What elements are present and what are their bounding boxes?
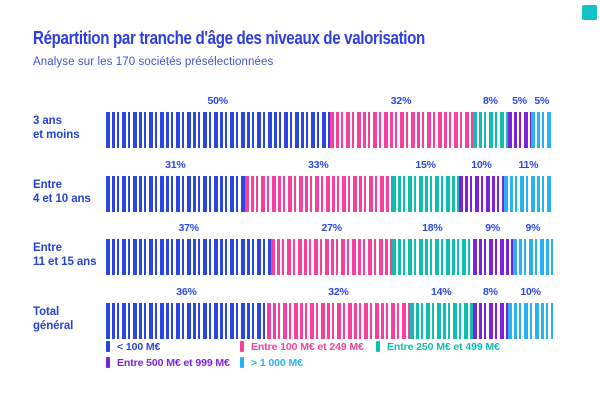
legend-label: > 1 000 M€ xyxy=(251,356,303,369)
segment-value-label: 32% xyxy=(390,95,412,107)
legend-marker-icon xyxy=(240,357,244,368)
bar-segment: 5% xyxy=(530,95,553,148)
chart-legend: < 100 M€ Entre 100 M€ et 249 M€ Entre 250 … xyxy=(106,339,558,371)
segment-value-label: 11% xyxy=(518,159,539,171)
page-subtitle: Analyse sur les 170 sociétés présélectio… xyxy=(33,56,274,68)
legend-label: Entre 500 M€ et 999 M€ xyxy=(117,356,230,369)
bar-track: 31% 33% 15% 10% 11% xyxy=(106,159,553,212)
legend-marker-icon xyxy=(106,357,110,368)
segment-value-label: 9% xyxy=(485,222,501,234)
segment-value-label: 10% xyxy=(471,159,492,171)
segment-value-label: 37% xyxy=(178,222,199,234)
legend-item: Entre 100 M€ et 249 M€ xyxy=(240,339,376,354)
bar-segment: 10% xyxy=(508,286,553,339)
bar-segment: 27% xyxy=(271,222,393,275)
bar-segment: 9% xyxy=(512,222,553,275)
legend-item: > 1 000 M€ xyxy=(240,355,376,370)
segment-value-label: 10% xyxy=(520,286,541,298)
category-label: Entre 4 et 10 ans xyxy=(33,179,91,205)
bar-segment: 18% xyxy=(392,222,473,275)
segment-value-label: 33% xyxy=(308,159,329,171)
legend-item: Entre 500 M€ et 999 M€ xyxy=(106,355,240,370)
bar-segment: 9% xyxy=(472,222,513,275)
corner-accent-square xyxy=(582,5,597,20)
segment-value-label: 36% xyxy=(176,286,197,298)
legend-label: < 100 M€ xyxy=(117,340,161,353)
bar-segment: 11% xyxy=(503,159,553,212)
legend-item: < 100 M€ xyxy=(106,339,240,354)
bar-segment: 8% xyxy=(472,95,509,148)
page-title: Répartition par tranche d'âge des niveau… xyxy=(33,28,425,48)
category-label: Entre 11 et 15 ans xyxy=(33,242,97,268)
bar-segment: 33% xyxy=(244,159,393,212)
bar-track: 37% 27% 18% 9% 9% xyxy=(106,222,553,275)
segment-value-label: 31% xyxy=(165,159,186,171)
category-label: 3 ans et moins xyxy=(33,115,80,141)
legend-label: Entre 100 M€ et 249 M€ xyxy=(251,340,364,353)
bar-track: 50% 32% 8% 5% 5% xyxy=(106,95,553,148)
bar-segment: 31% xyxy=(106,159,245,212)
bar-segment: 50% xyxy=(106,95,330,148)
segment-value-label: 15% xyxy=(415,159,436,171)
segment-value-label: 50% xyxy=(207,95,229,107)
legend-marker-icon xyxy=(106,341,110,352)
segment-value-label: 9% xyxy=(525,222,541,234)
segment-value-label: 27% xyxy=(321,222,343,234)
segment-value-label: 18% xyxy=(422,222,443,234)
bar-segment: 32% xyxy=(266,286,410,339)
category-label: Total général xyxy=(33,306,74,332)
bar-segment: 15% xyxy=(392,159,460,212)
bar-segment: 10% xyxy=(459,159,504,212)
segment-value-label: 32% xyxy=(328,286,349,298)
legend-label: Entre 250 M€ et 499 M€ xyxy=(387,340,500,353)
segment-value-label: 5% xyxy=(512,95,527,107)
bar-track: 36% 32% 14% 8% 10% xyxy=(106,286,553,339)
bar-segment: 14% xyxy=(409,286,473,339)
legend-item: Entre 250 M€ et 499 M€ xyxy=(376,339,552,354)
legend-marker-icon xyxy=(376,341,380,352)
segment-value-label: 5% xyxy=(534,95,550,107)
segment-value-label: 14% xyxy=(431,286,452,298)
bar-segment: 36% xyxy=(106,286,267,339)
segment-value-label: 8% xyxy=(483,95,498,107)
bar-segment: 37% xyxy=(106,222,272,275)
bar-segment: 32% xyxy=(329,95,473,148)
segment-value-label: 8% xyxy=(483,286,498,298)
bar-segment: 5% xyxy=(508,95,531,148)
bar-segment: 8% xyxy=(472,286,509,339)
legend-marker-icon xyxy=(240,341,244,352)
